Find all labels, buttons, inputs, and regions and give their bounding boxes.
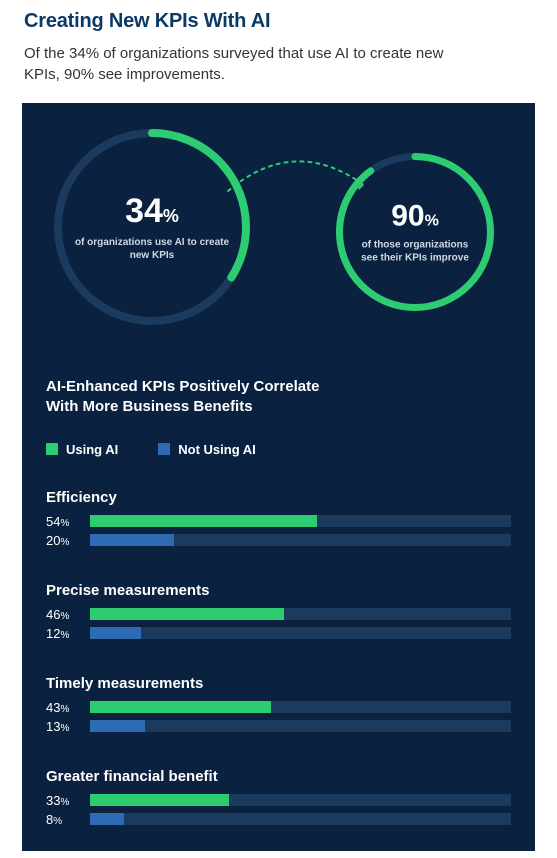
bar-group-title: Greater financial benefit: [46, 768, 511, 785]
bar-row: 13%: [46, 719, 511, 734]
bar-row: 12%: [46, 626, 511, 641]
section-2-title: AI-Enhanced KPIs Positively Correlate Wi…: [46, 377, 346, 418]
bar-value-label: 8%: [46, 812, 82, 827]
bar-row: 54%: [46, 514, 511, 529]
bar-row: 20%: [46, 533, 511, 548]
bar-track: [90, 794, 511, 806]
bar-track: [90, 701, 511, 713]
legend: Using AI Not Using AI: [22, 442, 535, 457]
bar-fill: [90, 794, 229, 806]
donut-pair: 34% of organizations use AI to create ne…: [22, 123, 535, 359]
bar-group-title: Precise measurements: [46, 582, 511, 599]
donut-right-center: 90% of those organizations see their KPI…: [336, 200, 494, 265]
bar-value-label: 54%: [46, 514, 82, 529]
bar-row: 33%: [46, 793, 511, 808]
bar-row: 43%: [46, 700, 511, 715]
bar-group: Timely measurements 43% 13%: [46, 675, 511, 734]
bar-value-label: 33%: [46, 793, 82, 808]
bar-group-title: Timely measurements: [46, 675, 511, 692]
bar-value-label: 13%: [46, 719, 82, 734]
donut-right: 90% of those organizations see their KPI…: [336, 153, 494, 311]
bar-value-label: 20%: [46, 533, 82, 548]
bar-track: [90, 534, 511, 546]
legend-label-using-ai: Using AI: [66, 442, 118, 457]
section-2: AI-Enhanced KPIs Positively Correlate Wi…: [22, 359, 535, 418]
legend-swatch-using-ai: [46, 443, 58, 455]
bar-fill: [90, 627, 141, 639]
legend-item-not-using-ai: Not Using AI: [158, 442, 256, 457]
bar-chart: Efficiency 54% 20% Precise measurements 46% 1…: [22, 457, 535, 827]
bar-fill: [90, 534, 174, 546]
donut-left: 34% of organizations use AI to create ne…: [54, 129, 250, 325]
bar-track: [90, 627, 511, 639]
header: Creating New KPIs With AI Of the 34% of …: [0, 0, 557, 103]
bar-fill: [90, 515, 317, 527]
donut-left-percent-sign: %: [163, 206, 179, 226]
donut-right-caption: of those organizations see their KPIs im…: [354, 240, 476, 265]
infographic-panel: 34% of organizations use AI to create ne…: [22, 103, 535, 851]
bar-fill: [90, 608, 284, 620]
bar-value-label: 43%: [46, 700, 82, 715]
bar-group: Precise measurements 46% 12%: [46, 582, 511, 641]
donut-left-center: 34% of organizations use AI to create ne…: [54, 192, 250, 262]
legend-item-using-ai: Using AI: [46, 442, 118, 457]
page-subtitle: Of the 34% of organizations surveyed tha…: [24, 43, 454, 85]
bar-fill: [90, 813, 124, 825]
donut-left-caption: of organizations use AI to create new KP…: [72, 237, 232, 262]
bar-fill: [90, 701, 271, 713]
bar-track: [90, 813, 511, 825]
donut-right-value: 90: [391, 200, 424, 234]
bar-row: 8%: [46, 812, 511, 827]
page-title: Creating New KPIs With AI: [24, 10, 533, 33]
bar-fill: [90, 720, 145, 732]
donut-right-percent-sign: %: [425, 213, 439, 230]
bar-value-label: 12%: [46, 626, 82, 641]
legend-swatch-not-using-ai: [158, 443, 170, 455]
legend-label-not-using-ai: Not Using AI: [178, 442, 256, 457]
donut-left-value: 34: [125, 192, 163, 231]
bar-track: [90, 515, 511, 527]
bar-group-title: Efficiency: [46, 489, 511, 506]
bar-row: 46%: [46, 607, 511, 622]
bar-group: Efficiency 54% 20%: [46, 489, 511, 548]
bar-track: [90, 608, 511, 620]
bar-track: [90, 720, 511, 732]
bar-value-label: 46%: [46, 607, 82, 622]
bar-group: Greater financial benefit 33% 8%: [46, 768, 511, 827]
